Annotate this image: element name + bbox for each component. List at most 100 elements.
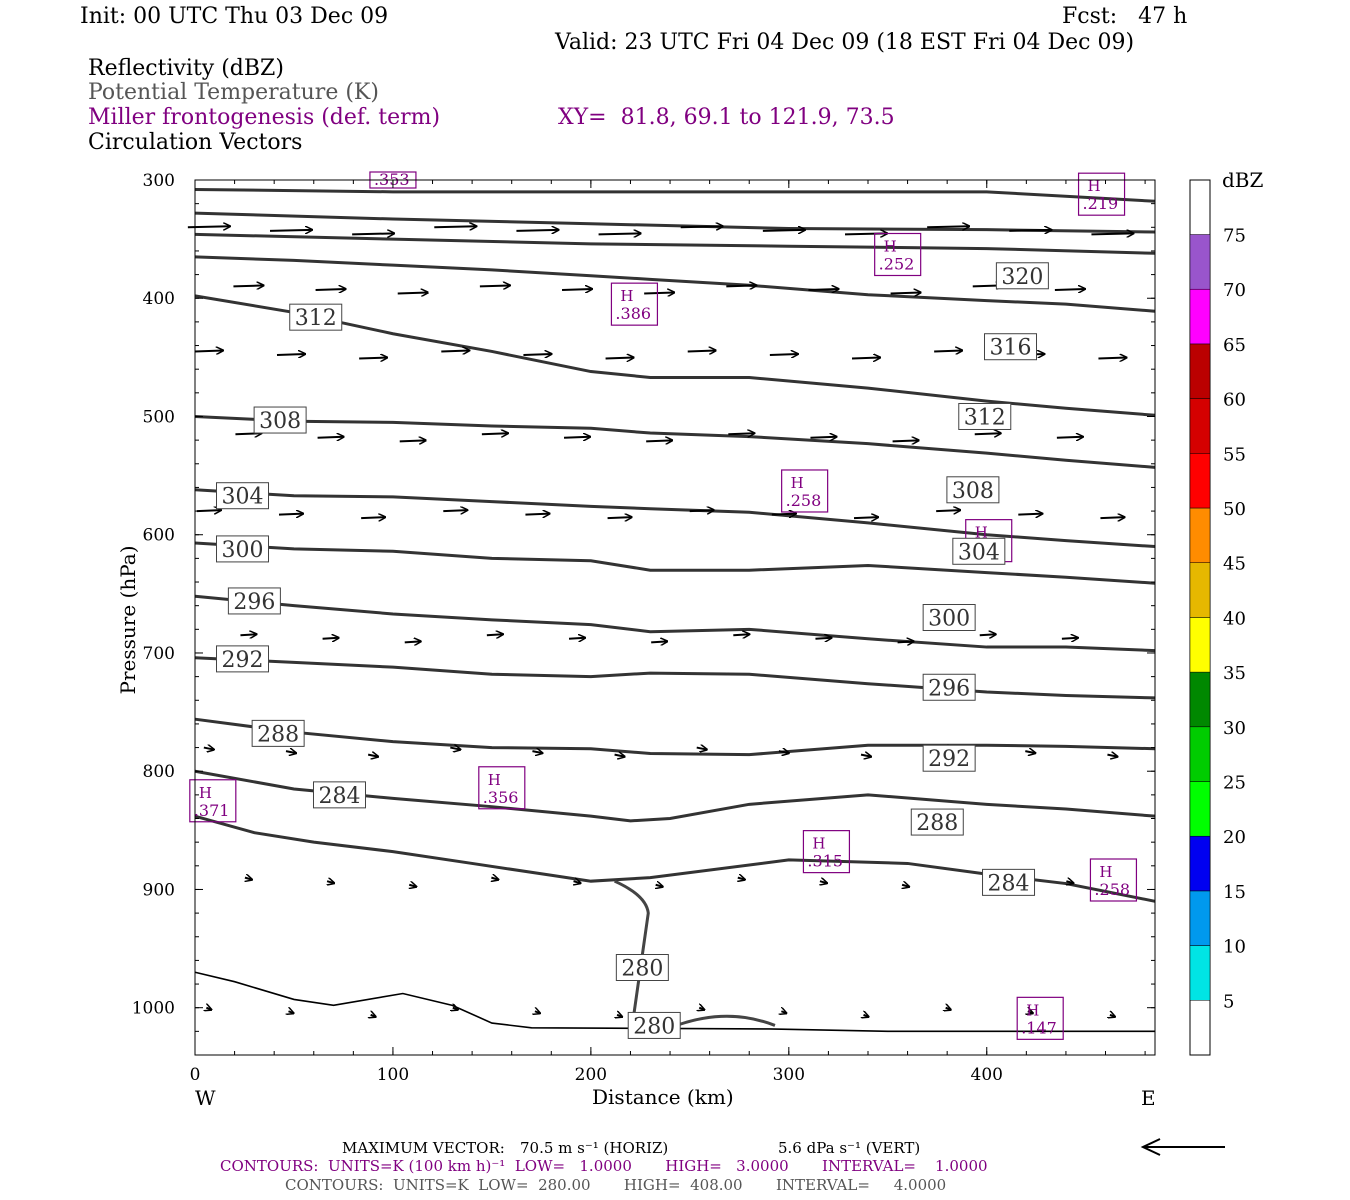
colorbar-level-label: 65 — [1223, 335, 1246, 356]
isentrope-label: 304 — [222, 485, 264, 510]
circulation-vector — [1110, 1015, 1115, 1017]
y-tick-label: 600 — [143, 526, 175, 546]
isentrope-label: 312 — [964, 405, 1006, 430]
frontogenesis-max-box — [610, 282, 659, 326]
valid-time: Valid: 23 UTC Fri 04 Dec 09 (18 EST Fri … — [555, 30, 1135, 55]
circulation-vector — [598, 233, 641, 234]
circulation-vector — [233, 285, 263, 286]
isentrope-label-layer: 320 316 312 312 308 308 304 304 300 300 296 296 292 2… — [216, 262, 1049, 1039]
circulation-vector — [1066, 881, 1073, 883]
circulation-vector — [762, 230, 805, 231]
isentrope-label-box — [216, 645, 270, 673]
colorbar-level-label: 70 — [1223, 280, 1246, 301]
circulation-vector — [696, 748, 707, 750]
colorbar-level-label: 20 — [1223, 827, 1246, 848]
colorbar-level-label: 40 — [1223, 608, 1246, 629]
isentrope-296 — [194, 656, 1156, 700]
circulation-vector — [927, 226, 969, 227]
frontogenesis-max-marker: H — [1088, 177, 1101, 195]
frontogenesis-max-value: .258 — [1094, 880, 1130, 899]
init-time: Init: 00 UTC Thu 03 Dec 09 — [80, 4, 389, 29]
colorbar-swatch — [1189, 781, 1211, 837]
isentrope-308 — [194, 488, 1156, 549]
isentrope-label: 316 — [990, 336, 1032, 361]
circulation-vector — [897, 641, 914, 642]
x-tick-label: 100 — [377, 1065, 409, 1085]
circulation-vector — [481, 433, 508, 434]
frontogenesis-max-marker: H — [791, 474, 804, 492]
isentrope-280-segment — [679, 1014, 776, 1027]
circulation-vector — [1061, 638, 1078, 639]
isentrope-label-box — [995, 262, 1049, 290]
frontogenesis-max-box — [478, 766, 526, 810]
isentrope-label-box — [216, 482, 270, 510]
colorbar-level-label: 60 — [1223, 390, 1246, 411]
max-vector-vert: 5.6 dPa s⁻¹ (VERT) — [778, 1139, 921, 1157]
circulation-vector — [285, 751, 296, 753]
y-tick-label: 800 — [143, 762, 175, 782]
axes-layer: 300 400 500 600 700 800 900 1000 0 100 200 300 400 — [132, 171, 1155, 1085]
circulation-vector — [563, 437, 590, 438]
colorbar-level-label: 25 — [1223, 773, 1246, 794]
circulation-vector — [651, 641, 667, 642]
isentrope-label: 288 — [916, 811, 958, 836]
circulation-vector — [359, 358, 387, 359]
circulation-vector — [892, 440, 919, 441]
circulation-vector — [689, 510, 714, 511]
frontogenesis-max-value: .219 — [1083, 194, 1119, 213]
frontogenesis-max-value: .356 — [483, 788, 519, 807]
circulation-vector — [367, 755, 378, 757]
isentrope-label: 280 — [621, 957, 663, 982]
circulation-vector — [245, 878, 252, 880]
circulation-vector — [860, 755, 871, 757]
colorbar-swatch — [1189, 507, 1211, 563]
isentrope-label: 296 — [233, 590, 275, 615]
isentrope-312 — [194, 414, 1156, 469]
isentrope-label-box — [615, 954, 669, 981]
isentrope-label-box — [227, 587, 281, 615]
circulation-vector — [656, 885, 663, 887]
circulation-vector — [1107, 755, 1117, 757]
isentrope-label: 284 — [988, 871, 1030, 896]
circulation-vector — [523, 354, 551, 355]
colorbar-level-label: 50 — [1223, 499, 1246, 520]
circulation-vector — [450, 748, 460, 750]
isentrope-label: 300 — [222, 538, 264, 563]
isentrope-label-box — [922, 604, 976, 631]
max-vector-label: MAXIMUM VECTOR: — [342, 1139, 505, 1157]
circulation-vector — [361, 517, 385, 518]
circulation-vector — [397, 293, 428, 294]
isentrope-324 — [194, 232, 1156, 255]
circulation-vector — [1056, 437, 1083, 438]
isentrope-label: 296 — [928, 676, 970, 701]
frontogenesis-max-marker: H — [884, 237, 897, 255]
circulation-vector — [607, 517, 632, 518]
circulation-vector — [443, 510, 467, 511]
circulation-vector — [278, 514, 303, 515]
isentrope-label-box — [251, 719, 305, 747]
isentrope-label: 304 — [958, 540, 1000, 565]
isentrope-316 — [194, 294, 1156, 417]
circulation-vector — [289, 1011, 294, 1013]
circulation-vector — [327, 881, 334, 883]
circulation-vector — [269, 230, 312, 231]
field-frontogenesis: Miller frontogenesis (def. term) — [88, 105, 441, 130]
circulation-vector — [934, 350, 962, 351]
circulation-vector — [516, 230, 558, 231]
forecast-hour: Fcst: 47 h — [1062, 4, 1188, 29]
plot-frame — [194, 179, 1156, 1056]
circulation-vector — [1091, 233, 1133, 234]
y-tick-label: 1000 — [132, 999, 175, 1019]
circulation-vector — [1098, 358, 1126, 359]
cross-section-xy: XY= 81.8, 69.1 to 121.9, 73.5 — [558, 105, 895, 130]
isentrope-label: 292 — [222, 648, 264, 673]
circulation-vector — [1100, 517, 1124, 518]
x-west-label: W — [195, 1086, 216, 1110]
circulation-vector — [946, 1008, 951, 1010]
circulation-vector — [815, 638, 831, 639]
circulation-vector — [644, 293, 674, 294]
field-vectors: Circulation Vectors — [88, 130, 303, 155]
circulation-vector — [371, 1015, 376, 1017]
circulation-vector — [771, 514, 796, 515]
circulation-vector — [853, 517, 878, 518]
